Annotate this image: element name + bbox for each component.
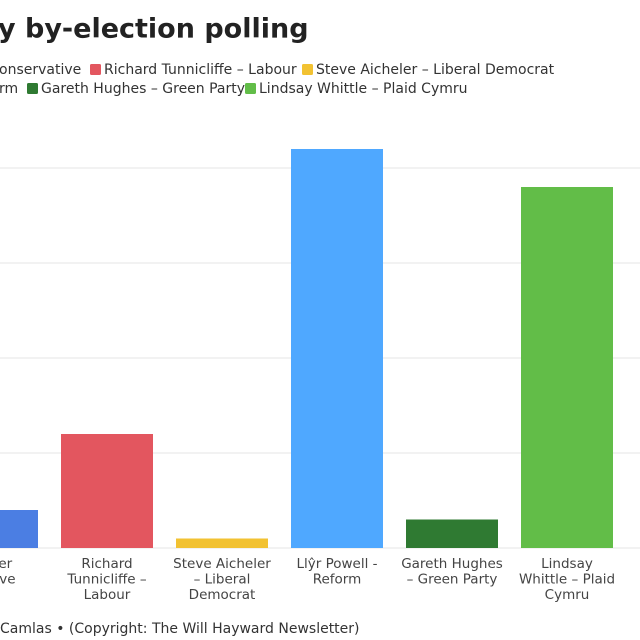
x-tick-label: Steve Aicheler <box>173 556 271 572</box>
legend-swatch <box>90 64 101 75</box>
x-tick-label: Lindsay <box>541 556 593 572</box>
x-tick-label: Labour <box>84 587 131 603</box>
bar <box>291 149 383 548</box>
x-tick-label: – Green Party <box>407 572 498 588</box>
x-tick-label: Reform <box>313 572 362 588</box>
source: Camlas • (Copyright: The Will Hayward Ne… <box>0 621 360 637</box>
x-tick-label: Democrat <box>189 587 256 603</box>
bar <box>0 510 38 548</box>
bar <box>61 434 153 548</box>
legend-label: onservative <box>0 62 81 78</box>
x-tick-label: Whittle – Plaid <box>519 572 615 588</box>
bar <box>521 187 613 548</box>
x-tick-label: Potter <box>0 556 13 572</box>
bar <box>406 519 498 548</box>
legend-label: Richard Tunnicliffe – Labour <box>104 62 297 78</box>
x-tick-label: Cymru <box>545 587 590 603</box>
legend-label: rm <box>0 81 18 97</box>
legend-label: Lindsay Whittle – Plaid Cymru <box>259 81 468 97</box>
legend-swatch <box>245 83 256 94</box>
legend-swatch <box>302 64 313 75</box>
legend-label: Gareth Hughes – Green Party <box>41 81 245 97</box>
legend-swatch <box>27 83 38 94</box>
bar <box>176 538 268 548</box>
chart-title: y by-election polling <box>0 14 309 45</box>
x-tick-label: Llŷr Powell - <box>296 556 377 572</box>
legend-label: Steve Aicheler – Liberal Democrat <box>316 62 555 78</box>
x-tick-label: rvative <box>0 572 16 588</box>
x-tick-label: Gareth Hughes <box>401 556 503 572</box>
x-tick-label: Richard <box>81 556 132 572</box>
x-tick-label: Tunnicliffe – <box>66 572 146 588</box>
x-tick-label: – Liberal <box>194 572 251 588</box>
